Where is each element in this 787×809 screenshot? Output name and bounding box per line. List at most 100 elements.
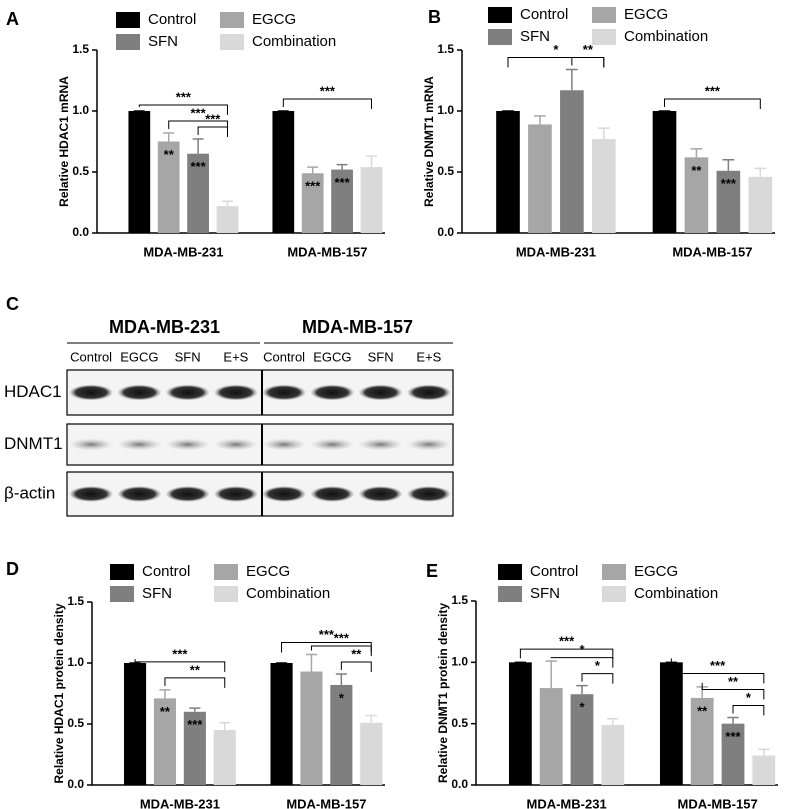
legend-label: Combination [624, 28, 708, 45]
bar [721, 723, 745, 785]
bar [716, 170, 741, 233]
bar [560, 90, 584, 233]
blot-band [406, 438, 452, 451]
significance-label: *** [335, 175, 351, 190]
lane-label: SFN [175, 349, 201, 364]
bar [330, 684, 353, 785]
bracket-label: * [595, 658, 601, 673]
blot-band [310, 384, 355, 401]
legend-label: EGCG [624, 6, 668, 23]
row-label: β-actin [4, 483, 55, 502]
bracket-label: *** [176, 89, 192, 104]
bracket-label: ** [583, 42, 594, 57]
bar [496, 111, 520, 233]
row-label: DNMT1 [4, 434, 63, 453]
y-tick-label: 0.0 [451, 777, 468, 791]
x-tick-label: MDA-MB-231 [143, 244, 223, 259]
error-bar [159, 689, 171, 699]
bracket-label: * [553, 42, 559, 57]
bar [508, 662, 532, 785]
legend-swatch [602, 564, 626, 580]
bracket-label: *** [320, 83, 336, 98]
error-bar [222, 200, 233, 207]
blot-band [165, 438, 210, 451]
legend-label: SFN [520, 28, 550, 45]
y-tick-label: 0.5 [437, 164, 454, 178]
bar [539, 688, 563, 785]
error-bar [305, 653, 317, 672]
y-tick-label: 0.0 [67, 777, 84, 791]
legend-swatch [498, 564, 522, 580]
significance-label: *** [305, 179, 321, 194]
panel-letter: E [426, 561, 438, 581]
blot-band [358, 384, 403, 401]
y-tick-label: 0.5 [72, 164, 89, 178]
bar [659, 662, 683, 785]
bar [128, 111, 151, 233]
blot-band [68, 384, 114, 401]
legend-label: EGCG [252, 11, 296, 28]
bar [591, 139, 616, 233]
panel-letter: B [428, 7, 441, 27]
legend-label: SFN [530, 585, 560, 602]
bar [183, 711, 206, 785]
x-tick-label: MDA-MB-231 [516, 244, 596, 259]
legend-swatch [602, 586, 626, 602]
bar [601, 724, 625, 785]
bracket-label: *** [191, 105, 207, 120]
blot-band [358, 438, 403, 451]
significance-bracket [310, 645, 372, 656]
legend-swatch [488, 7, 512, 23]
y-axis-label: Relative HDAC1 mRNA [57, 76, 71, 207]
significance-bracket [519, 648, 614, 660]
significance-bracket [550, 657, 614, 668]
significance-bracket [732, 705, 765, 716]
blot-band [406, 486, 452, 502]
bar [270, 663, 293, 785]
legend-swatch [592, 7, 616, 23]
error-bar [545, 660, 557, 689]
significance-bracket [571, 57, 605, 68]
legend-swatch [110, 586, 134, 602]
y-tick-label: 1.5 [67, 594, 84, 608]
legend-swatch [220, 34, 244, 50]
error-bar [565, 68, 578, 91]
bracket-label: *** [172, 646, 188, 661]
y-tick-label: 0.5 [67, 716, 84, 730]
significance-bracket [134, 659, 226, 672]
y-tick-label: 1.0 [451, 655, 468, 669]
legend-swatch [214, 586, 238, 602]
bar [216, 206, 239, 233]
x-tick-label: MDA-MB-231 [140, 796, 220, 809]
legend-swatch [220, 12, 244, 28]
legend-swatch [110, 564, 134, 580]
bracket-label: *** [205, 111, 221, 126]
y-axis-label: Relative DNMT1 protein density [436, 603, 450, 783]
bar [528, 124, 552, 233]
x-tick-label: MDA-MB-157 [286, 796, 366, 809]
significance-bracket [507, 57, 605, 68]
significance-bracket [701, 682, 765, 700]
significance-label: ** [691, 163, 702, 178]
error-bar [192, 138, 204, 154]
legend-label: Combination [246, 585, 330, 602]
significance-label: * [339, 690, 345, 705]
lane-label: SFN [368, 349, 394, 364]
legend-label: Control [148, 11, 196, 28]
significance-bracket [663, 98, 761, 109]
panel-letter: C [6, 294, 19, 314]
y-tick-label: 1.5 [451, 593, 468, 607]
bracket-label: *** [710, 658, 726, 673]
significance-bracket [581, 673, 614, 684]
significance-label: * [579, 700, 585, 715]
error-bar [758, 748, 770, 756]
bar [360, 167, 383, 233]
error-bar [607, 718, 619, 725]
bar [213, 730, 236, 785]
blot-band [117, 384, 162, 401]
legend-swatch [116, 12, 140, 28]
significance-bracket [281, 641, 372, 653]
legend-label: SFN [148, 33, 178, 50]
bar [360, 722, 383, 785]
